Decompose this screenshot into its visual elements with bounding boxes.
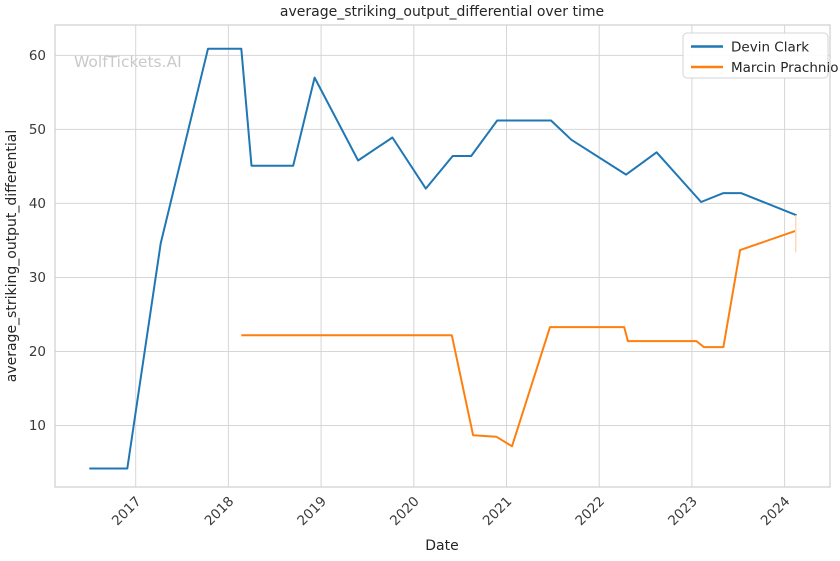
y-tick-label-50: 50 xyxy=(29,122,46,138)
x-tick-label-2019: 2019 xyxy=(294,494,330,530)
x-tick-label-2023: 2023 xyxy=(665,494,701,530)
watermark-text: WolfTickets.AI xyxy=(74,53,182,71)
tick-labels: 10 20 30 40 50 60 2017 2018 2019 2020 2021 2022 2023… xyxy=(29,48,794,529)
series-lines xyxy=(89,47,797,470)
series-line-devin-clark xyxy=(89,47,797,470)
legend-label-marcin-prachnio: Marcin Prachnio xyxy=(731,60,838,76)
x-tick-label-2021: 2021 xyxy=(480,494,516,530)
y-tick-label-40: 40 xyxy=(29,196,46,212)
x-tick-label-2020: 2020 xyxy=(387,494,423,530)
x-tick-label-2018: 2018 xyxy=(202,494,238,530)
y-tick-label-60: 60 xyxy=(29,48,46,64)
legend: Devin Clark Marcin Prachnio xyxy=(682,32,838,79)
x-tick-label-2024: 2024 xyxy=(758,494,794,530)
x-tick-label-2017: 2017 xyxy=(109,494,145,530)
y-tick-label-30: 30 xyxy=(29,270,46,286)
y-tick-label-20: 20 xyxy=(29,344,46,360)
x-tick-label-2022: 2022 xyxy=(572,494,608,530)
plot-border xyxy=(54,24,831,488)
gridlines xyxy=(55,25,830,487)
y-axis-label: average_striking_output_differential xyxy=(4,130,20,383)
series-line-marcin-prachnio xyxy=(241,229,797,448)
legend-label-devin-clark: Devin Clark xyxy=(731,40,809,56)
x-axis-label: Date xyxy=(425,538,458,554)
chart-title: average_striking_output_differential ove… xyxy=(280,4,604,20)
y-tick-label-10: 10 xyxy=(29,418,46,434)
